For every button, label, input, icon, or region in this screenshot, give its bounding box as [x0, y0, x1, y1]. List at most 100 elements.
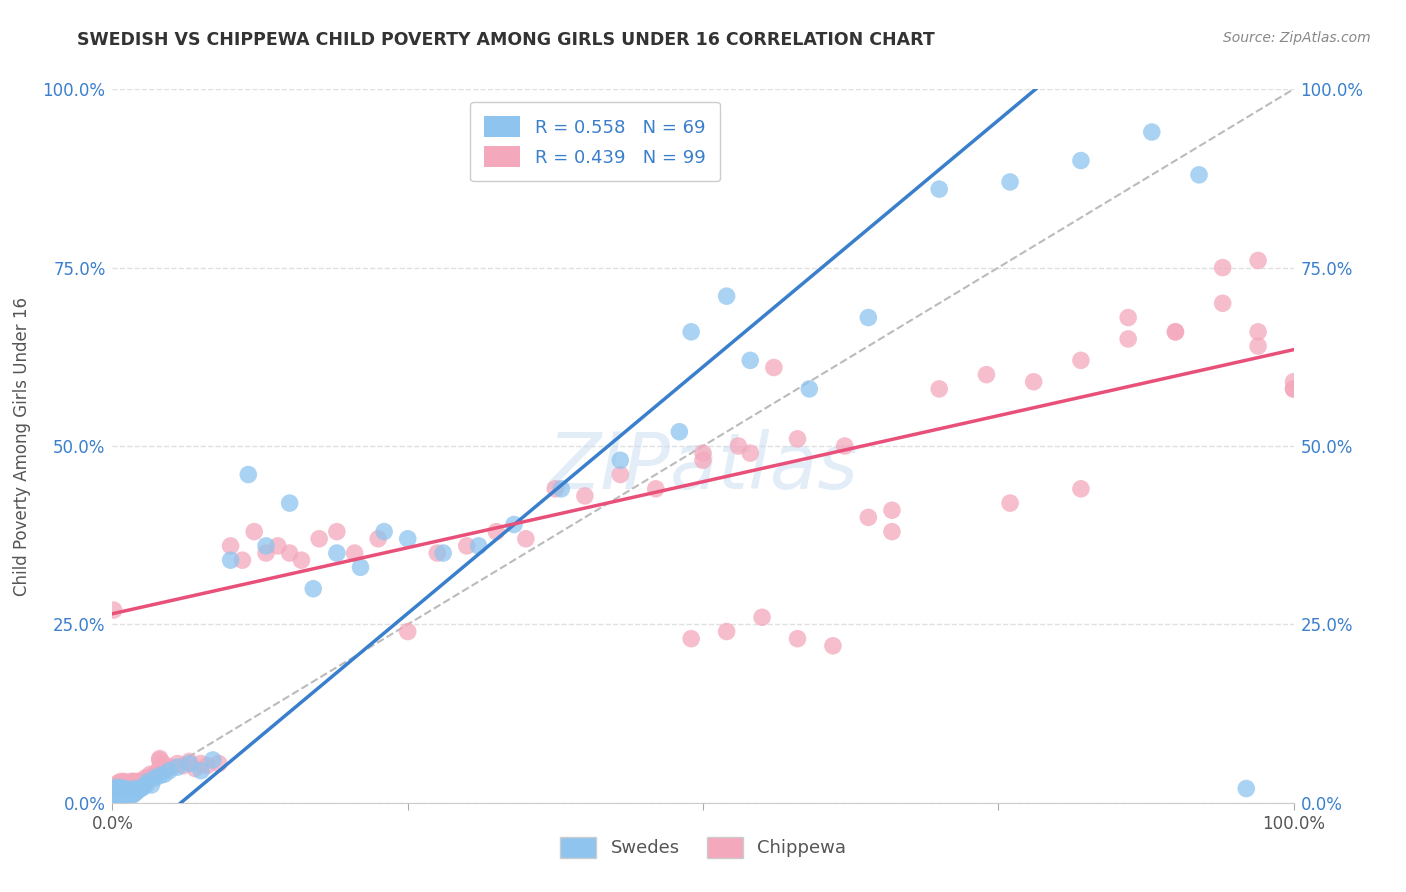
- Point: [243, 524, 266, 539]
- Point: [124, 780, 146, 794]
- Point: [179, 755, 201, 769]
- Point: [544, 482, 567, 496]
- Point: [112, 783, 135, 797]
- Point: [153, 767, 176, 781]
- Point: [1282, 382, 1305, 396]
- Point: [132, 780, 155, 794]
- Point: [1247, 325, 1270, 339]
- Point: [485, 524, 508, 539]
- Point: [110, 781, 132, 796]
- Point: [278, 546, 301, 560]
- Point: [219, 553, 242, 567]
- Point: [132, 778, 155, 792]
- Point: [115, 776, 138, 790]
- Point: [112, 774, 135, 789]
- Point: [179, 756, 201, 771]
- Point: [740, 353, 762, 368]
- Point: [111, 784, 134, 798]
- Point: [302, 582, 325, 596]
- Point: [142, 769, 165, 783]
- Point: [1247, 253, 1270, 268]
- Point: [149, 751, 172, 765]
- Point: [727, 439, 749, 453]
- Point: [160, 760, 183, 774]
- Point: [1070, 482, 1092, 496]
- Point: [120, 774, 142, 789]
- Point: [786, 632, 808, 646]
- Point: [105, 781, 128, 796]
- Point: [120, 789, 142, 803]
- Point: [432, 546, 454, 560]
- Point: [396, 624, 419, 639]
- Point: [166, 756, 188, 771]
- Point: [110, 789, 132, 803]
- Point: [111, 790, 134, 805]
- Point: [834, 439, 856, 453]
- Point: [166, 760, 188, 774]
- Point: [105, 778, 128, 792]
- Point: [1070, 153, 1092, 168]
- Text: Source: ZipAtlas.com: Source: ZipAtlas.com: [1223, 31, 1371, 45]
- Point: [127, 778, 149, 792]
- Point: [149, 769, 172, 783]
- Point: [108, 778, 131, 792]
- Point: [104, 783, 127, 797]
- Point: [103, 785, 125, 799]
- Point: [105, 780, 128, 794]
- Point: [290, 553, 312, 567]
- Point: [108, 787, 131, 801]
- Point: [1188, 168, 1211, 182]
- Point: [114, 781, 136, 796]
- Point: [668, 425, 690, 439]
- Point: [127, 783, 149, 797]
- Point: [107, 790, 129, 805]
- Point: [139, 767, 162, 781]
- Point: [373, 524, 395, 539]
- Point: [125, 785, 148, 799]
- Point: [112, 787, 135, 801]
- Point: [1116, 310, 1139, 325]
- Point: [716, 624, 738, 639]
- Point: [762, 360, 785, 375]
- Point: [131, 776, 153, 790]
- Point: [644, 482, 666, 496]
- Point: [456, 539, 478, 553]
- Y-axis label: Child Poverty Among Girls Under 16: Child Poverty Among Girls Under 16: [14, 296, 31, 596]
- Point: [129, 781, 152, 796]
- Point: [267, 539, 290, 553]
- Point: [149, 760, 172, 774]
- Point: [135, 771, 157, 785]
- Point: [219, 539, 242, 553]
- Point: [125, 776, 148, 790]
- Point: [1164, 325, 1187, 339]
- Point: [136, 774, 159, 789]
- Point: [349, 560, 371, 574]
- Point: [117, 783, 139, 797]
- Point: [172, 758, 194, 772]
- Point: [343, 546, 366, 560]
- Point: [121, 783, 143, 797]
- Point: [143, 771, 166, 785]
- Point: [114, 778, 136, 792]
- Point: [105, 787, 128, 801]
- Point: [998, 496, 1021, 510]
- Point: [231, 553, 253, 567]
- Point: [1282, 375, 1305, 389]
- Point: [1234, 781, 1257, 796]
- Point: [111, 780, 134, 794]
- Point: [1070, 353, 1092, 368]
- Point: [751, 610, 773, 624]
- Point: [740, 446, 762, 460]
- Point: [143, 767, 166, 781]
- Point: [146, 765, 169, 780]
- Point: [152, 756, 174, 771]
- Point: [858, 510, 880, 524]
- Point: [141, 778, 163, 792]
- Point: [112, 776, 135, 790]
- Point: [121, 778, 143, 792]
- Point: [124, 781, 146, 796]
- Point: [716, 289, 738, 303]
- Point: [129, 780, 152, 794]
- Point: [799, 382, 821, 396]
- Point: [149, 753, 172, 767]
